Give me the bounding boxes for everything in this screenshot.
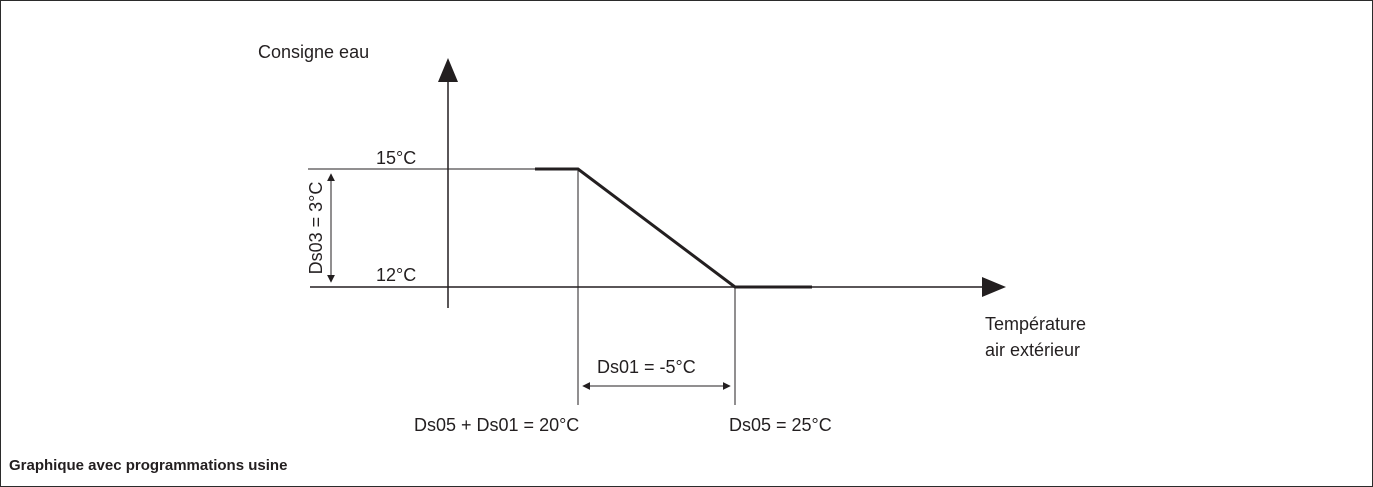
x-axis-arrowhead [982,277,1006,297]
figure-caption: Graphique avec programmations usine [9,457,288,474]
y-axis-arrowhead [438,58,458,82]
ds03-label: Ds03 = 3°C [306,182,326,275]
ds01-label-value: -5°C [660,357,696,377]
ds01-label-prefix: Ds01 = [597,357,660,377]
setpoint-curve [535,167,812,289]
y-tick-15c: 15°C [376,148,416,168]
y-tick-12c: 12°C [376,265,416,285]
x-axis-label-line1: Température [985,314,1086,334]
x-mark-20c: Ds05 + Ds01 = 20°C [414,415,579,435]
y-axis-label: Consigne eau [258,42,369,62]
x-axis-label-line2: air extérieur [985,340,1080,360]
x-mark-25c: Ds05 = 25°C [729,415,832,435]
ds01-label: Ds01 = -5°C [597,357,696,377]
